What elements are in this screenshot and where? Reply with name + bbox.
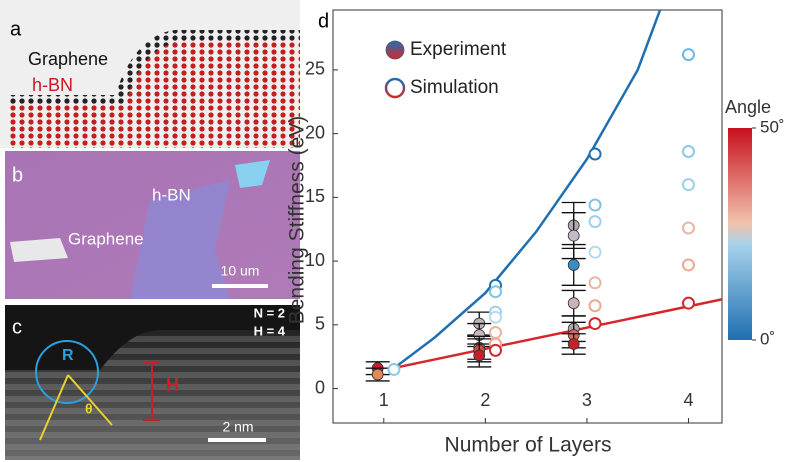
radius-circle (35, 340, 99, 404)
label: Graphene (68, 229, 144, 248)
label: θ (85, 401, 93, 417)
point (567, 297, 580, 310)
point (473, 349, 486, 362)
graphene-flake (10, 238, 68, 262)
panel-label: b (12, 164, 23, 186)
label: h-BN (152, 185, 191, 204)
y-tick-label: 25 (305, 59, 325, 79)
y-tick-label: 20 (305, 122, 325, 142)
hbn-flake (130, 180, 230, 299)
point (681, 178, 695, 192)
legend-marker (385, 40, 405, 60)
point (681, 221, 695, 235)
scale-bar (208, 438, 266, 442)
point (681, 48, 695, 62)
colorbar (728, 128, 752, 340)
y-tick-label: 10 (305, 250, 325, 270)
point (567, 259, 580, 271)
vacuum (5, 305, 300, 370)
y-axis-label: Bending Stiffness (eV) (286, 116, 309, 325)
label: Graphene (28, 49, 108, 69)
x-tick-label: 3 (582, 390, 592, 410)
legend-label: Experiment (410, 39, 507, 60)
point (567, 229, 580, 242)
x-tick-label: 2 (480, 390, 490, 410)
point (588, 147, 602, 161)
fit-line (393, 10, 662, 370)
y-tick-label: 5 (315, 314, 325, 334)
point (681, 296, 695, 310)
point (371, 368, 384, 381)
scale-label: 2 nm (222, 419, 253, 435)
point (489, 343, 503, 357)
legend-marker (384, 77, 406, 99)
x-tick-label: 1 (379, 390, 389, 410)
point (681, 144, 695, 158)
label: H (166, 375, 179, 395)
x-axis-label: Number of Layers (445, 434, 612, 457)
legend-label: Simulation (410, 77, 499, 98)
height-marker (143, 361, 160, 421)
angle-lines (39, 374, 113, 441)
panel-label: c (12, 316, 22, 338)
label: R (62, 347, 74, 364)
scale-bar (212, 284, 268, 288)
fit-line (398, 298, 722, 369)
colorbar-tick-label: 50˚ (760, 117, 785, 136)
point (588, 317, 602, 331)
point (567, 338, 580, 350)
point (489, 310, 503, 324)
point (387, 362, 401, 376)
point (489, 285, 503, 299)
scale-label: 10 um (221, 263, 260, 279)
graphene-lattice (10, 30, 300, 105)
label: N = 2 (254, 305, 285, 320)
hbn-flake (235, 160, 270, 188)
point (588, 299, 602, 313)
label: H = 4 (254, 323, 286, 338)
colorbar-tick-label: 0˚ (760, 329, 775, 348)
panel-c: c N = 2 H = 4 R θ H 2 nm (5, 305, 300, 460)
point (588, 245, 602, 259)
x-tick-label: 4 (683, 390, 693, 410)
y-tick-label: 15 (305, 186, 325, 206)
panel-label: a (10, 18, 22, 40)
panel-a: a Graphene h-BN (0, 0, 300, 148)
y-tick-label: 0 (315, 377, 325, 397)
point (588, 198, 602, 212)
point (681, 258, 695, 272)
plot-frame (332, 9, 723, 424)
hbn-lattice (10, 40, 300, 148)
chart: d Number of Layers Bending Stiffness (eV… (286, 9, 785, 457)
point (588, 215, 602, 229)
panel-label: d (318, 10, 329, 32)
colorbar-title: Angle (725, 97, 771, 117)
panel-b: b h-BN Graphene 10 um (5, 151, 300, 299)
point (489, 325, 503, 339)
label: h-BN (32, 75, 73, 95)
point (588, 276, 602, 290)
